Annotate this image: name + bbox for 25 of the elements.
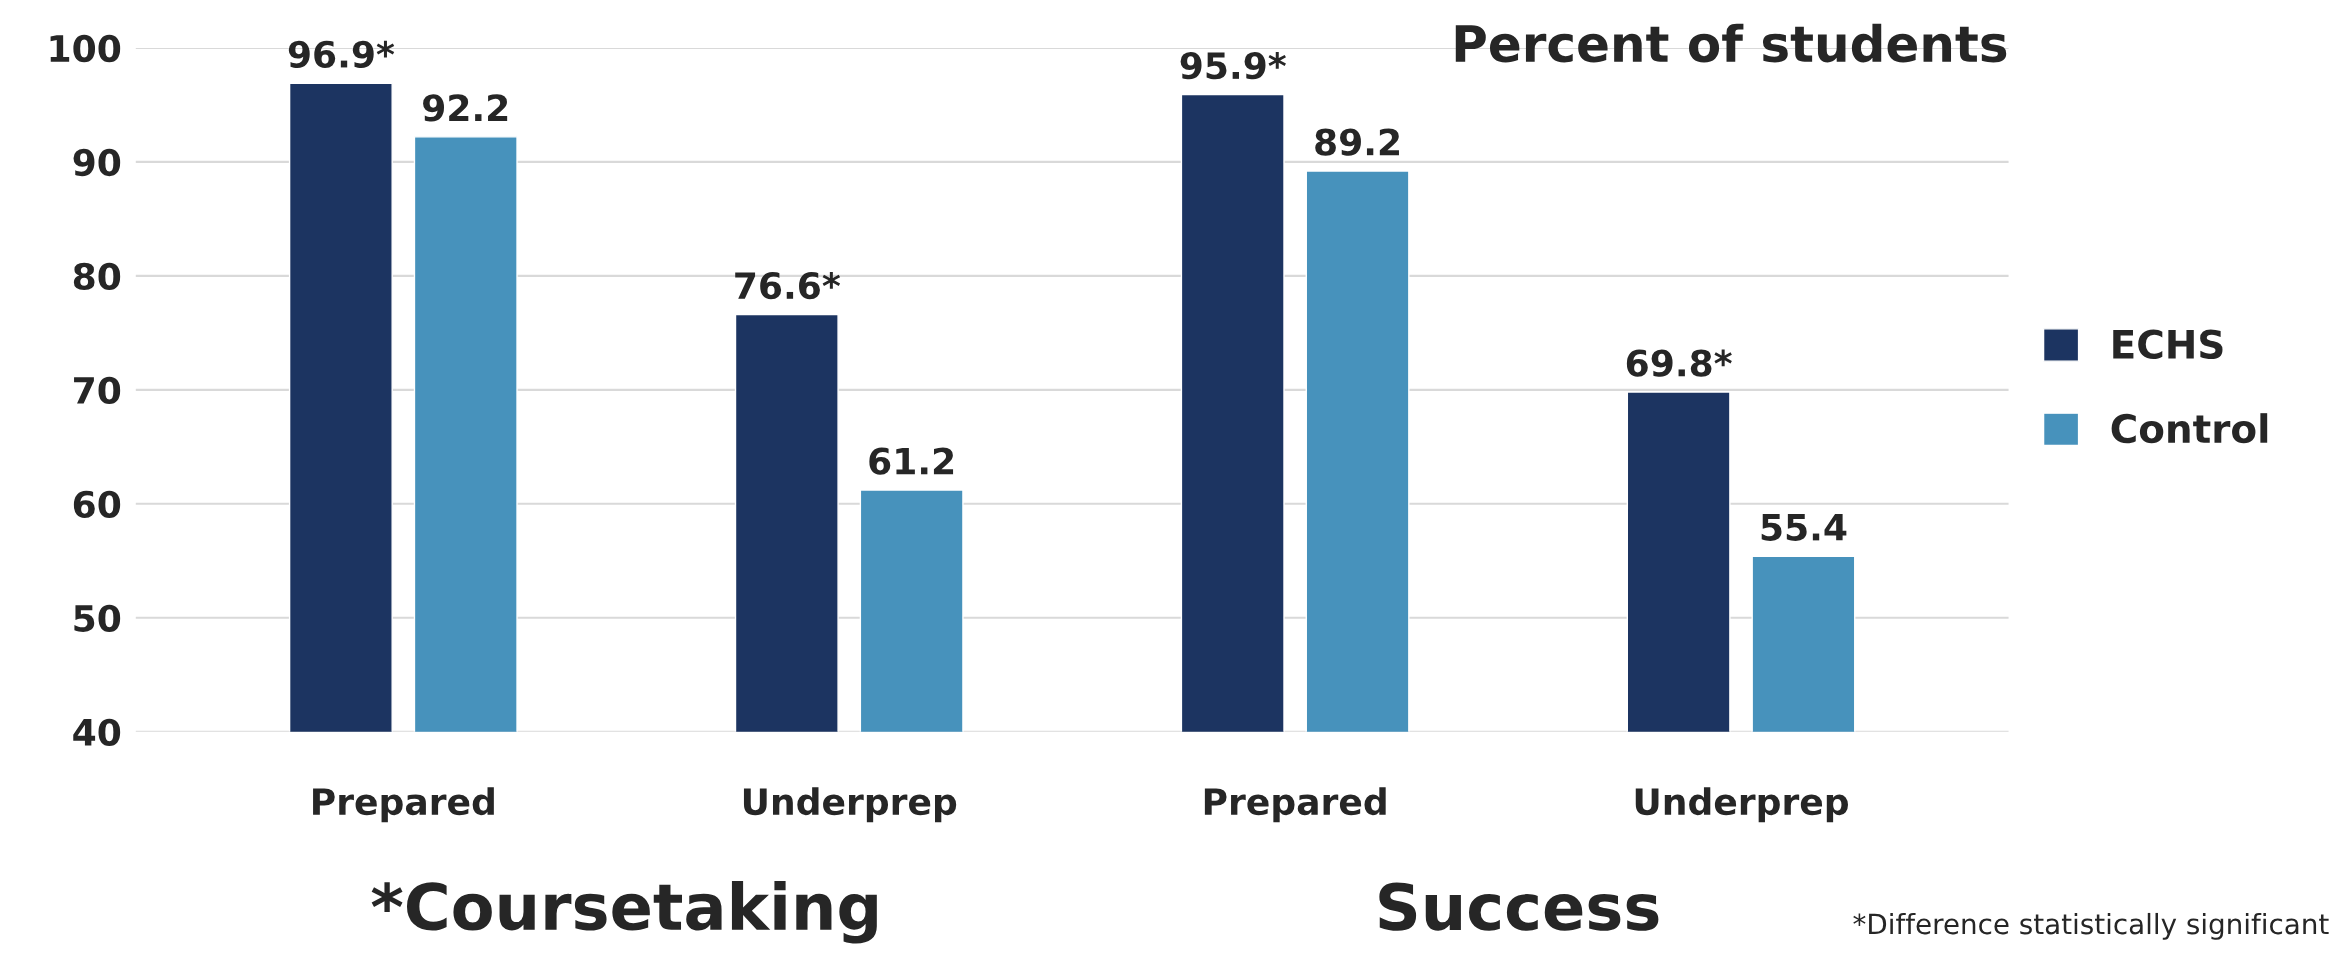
text: *Difference statistically significant bbox=[1853, 912, 2329, 940]
data-label: 61.2 bbox=[869, 447, 954, 475]
x-tick-label: Prepared bbox=[313, 787, 494, 823]
x-tick-label: Prepared bbox=[1204, 787, 1386, 823]
data-label: 96.9* bbox=[288, 40, 395, 68]
y-tick-label: 40 bbox=[73, 718, 121, 746]
text: *Coursetaking bbox=[371, 881, 877, 944]
x-tick-label: Underprep bbox=[743, 787, 957, 823]
x-tick-label: Underprep bbox=[1635, 787, 1849, 823]
data-label: 95.9* bbox=[1180, 52, 1286, 80]
y-tick-label: 70 bbox=[74, 376, 121, 405]
legend-label: ECHS bbox=[2113, 329, 2223, 359]
text: Success bbox=[1379, 882, 1659, 931]
y-tick-label: 100 bbox=[50, 34, 121, 63]
data-label: 76.6* bbox=[735, 271, 841, 300]
data-label: 69.8* bbox=[1626, 349, 1732, 377]
y-tick-label: 50 bbox=[74, 604, 121, 632]
chart-title: Percent of students bbox=[1455, 23, 2007, 63]
y-tick-label: 90 bbox=[73, 148, 121, 177]
y-tick-label: 80 bbox=[73, 262, 121, 291]
data-label: 92.2 bbox=[423, 94, 508, 122]
data-label: 55.4 bbox=[1761, 514, 1847, 541]
data-label: 89.2 bbox=[1315, 128, 1399, 156]
legend-label: Control bbox=[2111, 413, 2268, 444]
y-tick-label: 60 bbox=[73, 490, 121, 519]
